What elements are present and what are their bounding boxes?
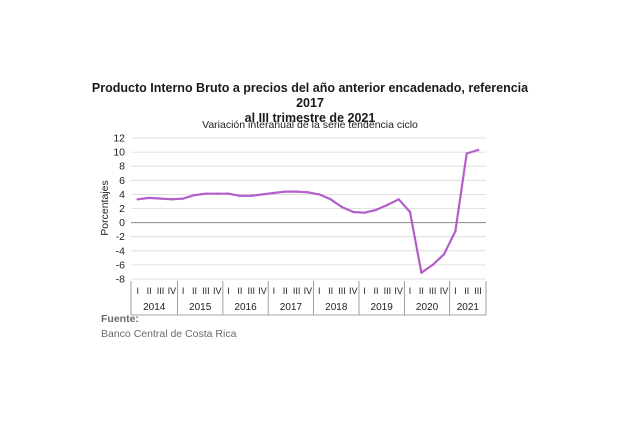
- data-point: [352, 210, 355, 214]
- quarter-tick-label: II: [464, 286, 469, 296]
- y-tick-label: 12: [113, 133, 125, 145]
- data-point: [227, 192, 230, 195]
- data-point: [408, 210, 412, 214]
- quarter-tick-label: III: [474, 286, 482, 296]
- quarter-tick-label: IV: [168, 286, 177, 296]
- quarter-tick-label: I: [273, 286, 276, 296]
- quarter-tick-label: III: [247, 286, 255, 296]
- data-point: [284, 190, 287, 193]
- chart-title: Producto Interno Bruto a precios del año…: [90, 81, 530, 126]
- data-point: [397, 198, 400, 201]
- quarter-tick-label: II: [283, 286, 288, 296]
- quarter-tick-label: IV: [394, 286, 403, 296]
- quarter-tick-label: II: [192, 286, 197, 296]
- quarter-tick-label: III: [338, 286, 346, 296]
- data-point: [159, 197, 162, 200]
- year-label: 2021: [457, 302, 480, 313]
- data-point: [295, 190, 298, 193]
- data-point: [136, 198, 139, 201]
- source-label: Fuente:: [101, 313, 139, 325]
- data-point: [216, 192, 219, 195]
- y-tick-label: -4: [116, 245, 125, 257]
- y-tick-label: 8: [119, 161, 125, 173]
- quarter-tick-label: I: [409, 286, 412, 296]
- quarter-tick-label: IV: [349, 286, 358, 296]
- quarter-tick-label: III: [429, 286, 437, 296]
- year-label: 2014: [143, 302, 166, 313]
- series-line: [136, 148, 480, 274]
- data-point: [147, 196, 151, 200]
- data-point: [238, 194, 242, 197]
- data-point: [340, 205, 344, 209]
- data-point: [420, 271, 423, 274]
- data-point: [306, 191, 310, 194]
- data-point: [261, 193, 264, 196]
- quarter-tick-label: IV: [304, 286, 313, 296]
- y-tick-label: 6: [119, 175, 125, 187]
- grid-layer: [131, 137, 486, 280]
- quarter-tick-label: III: [202, 286, 210, 296]
- data-point: [193, 193, 196, 197]
- data-point: [318, 193, 321, 196]
- y-tick-label: 2: [119, 203, 125, 215]
- y-tick-label: 0: [119, 217, 125, 229]
- quarter-tick-label: IV: [258, 286, 267, 296]
- data-point: [272, 191, 276, 195]
- source-text: Banco Central de Costa Rica: [101, 328, 237, 340]
- year-label: 2015: [189, 302, 212, 313]
- data-point: [454, 229, 457, 233]
- data-point: [363, 211, 366, 214]
- quarter-tick-label: III: [157, 286, 165, 296]
- data-point: [170, 198, 173, 201]
- quarter-tick-label: II: [328, 286, 333, 296]
- quarter-tick-label: III: [384, 286, 392, 296]
- chart-title-line-1: Producto Interno Bruto a precios del año…: [91, 81, 529, 110]
- chart-subtitle: Variación interanual de la serie tendenc…: [202, 119, 418, 131]
- quarter-tick-label: IV: [213, 286, 222, 296]
- quarter-tick-label: IV: [440, 286, 449, 296]
- quarter-tick-label: II: [373, 286, 378, 296]
- year-label: 2020: [416, 302, 439, 313]
- quarter-tick-label: I: [454, 286, 457, 296]
- data-point: [374, 208, 378, 212]
- quarter-tick-label: II: [419, 286, 424, 296]
- data-point: [386, 203, 389, 207]
- quarter-tick-label: III: [293, 286, 301, 296]
- data-point: [431, 263, 434, 267]
- year-label: 2018: [325, 302, 348, 313]
- y-tick-label: -6: [116, 259, 125, 271]
- data-point: [204, 192, 208, 195]
- y-tick-label: 10: [113, 147, 125, 159]
- quarter-tick-label: I: [227, 286, 230, 296]
- data-point: [476, 148, 480, 152]
- y-tick-label: -2: [116, 231, 125, 243]
- quarter-tick-label: II: [147, 286, 152, 296]
- y-tick-label: 4: [119, 189, 125, 201]
- data-point: [442, 253, 446, 256]
- data-point: [465, 152, 468, 155]
- year-label: 2016: [234, 302, 257, 313]
- quarter-tick-label: I: [137, 286, 140, 296]
- quarter-tick-label: I: [363, 286, 366, 296]
- quarter-tick-label: II: [237, 286, 242, 296]
- series-layer: [136, 148, 480, 274]
- data-point: [329, 198, 332, 201]
- quarter-tick-label: I: [318, 286, 321, 296]
- data-point: [250, 194, 253, 197]
- chart-title-line-2: al III trimestre de 2021: [244, 111, 376, 125]
- y-axis-label: Porcentajes: [99, 180, 111, 235]
- year-label: 2019: [371, 302, 394, 313]
- data-point: [182, 197, 185, 200]
- quarter-tick-label: I: [182, 286, 185, 296]
- y-tick-label: -8: [116, 274, 125, 286]
- year-label: 2017: [280, 302, 303, 313]
